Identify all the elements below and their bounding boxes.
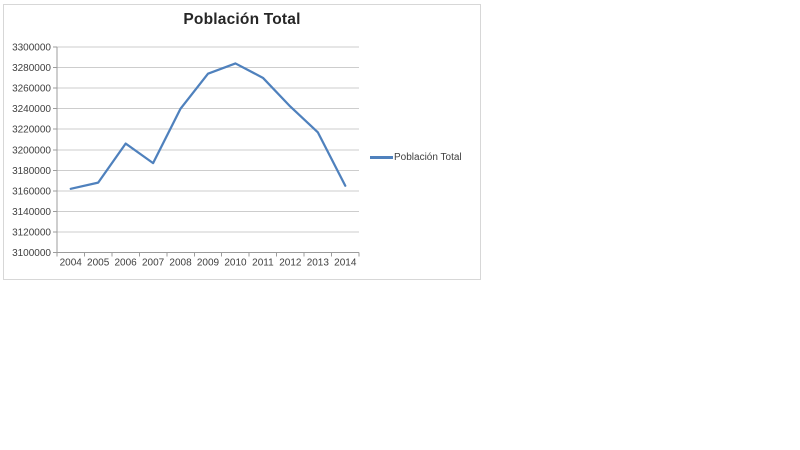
x-tick-label: 2006 (115, 258, 138, 269)
y-tick-label: 3140000 (12, 207, 51, 218)
legend-label: Población Total (394, 151, 462, 163)
series-line[interactable] (69, 62, 347, 190)
x-tick-label: 2013 (307, 258, 330, 269)
x-tick-label: 2009 (197, 258, 220, 269)
y-tick-label: 3220000 (12, 125, 51, 136)
x-tick-label: 2011 (252, 258, 274, 269)
x-tick-label: 2008 (169, 258, 192, 269)
y-tick-label: 3160000 (12, 186, 51, 197)
plot-area: 3100000 3120000 3140000 3160000 3180000 32000… (12, 43, 360, 269)
legend[interactable]: Población Total (370, 151, 462, 163)
legend-line-sample (370, 155, 393, 159)
y-tick-label: 3120000 (12, 227, 51, 238)
y-tick-label: 3300000 (12, 43, 51, 54)
x-tick-label: 2012 (279, 258, 302, 269)
y-tick-label: 3240000 (12, 104, 51, 115)
chart[interactable]: Población Total 3100000 3120000 3140000 316… (3, 4, 481, 280)
y-tick-label: 3260000 (12, 84, 51, 95)
y-tick-label: 3100000 (12, 248, 51, 259)
x-tick-label: 2005 (87, 258, 110, 269)
y-tick-label: 3200000 (12, 145, 51, 156)
x-tick-label: 2004 (60, 258, 83, 269)
chart-title: Población Total (183, 11, 301, 28)
x-tick-label: 2007 (142, 258, 165, 269)
y-tick-label: 3280000 (12, 63, 51, 74)
x-tick-label: 2014 (334, 258, 357, 269)
x-tick-label: 2010 (224, 258, 247, 269)
y-tick-label: 3180000 (12, 166, 51, 177)
